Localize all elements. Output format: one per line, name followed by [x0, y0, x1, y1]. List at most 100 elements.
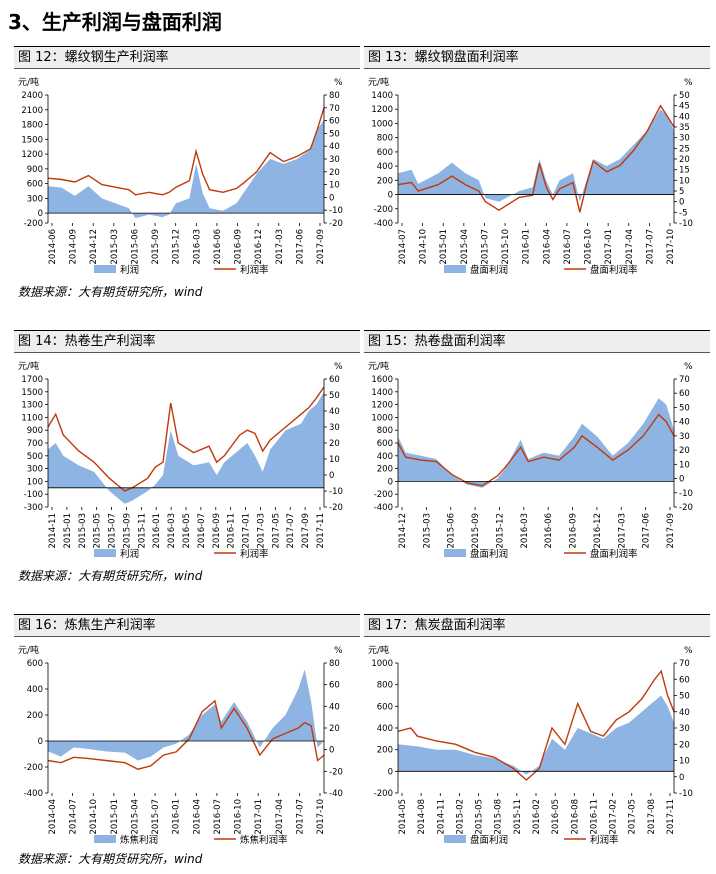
- y-tick-label: 900: [27, 165, 43, 175]
- y2-tick-label: 35: [679, 123, 690, 133]
- chart-panel-fig14: 图 14：热卷生产利润率 元/吨% -300 -100 100 300 500 700 900…: [14, 330, 360, 569]
- x-tick-label: 2014-09: [69, 229, 79, 265]
- y2-tick-label: 0: [329, 471, 334, 481]
- y-tick-label: 1500: [21, 388, 43, 398]
- x-tick-label: 2014-12: [398, 513, 408, 549]
- series-line-1: [47, 699, 325, 770]
- y2-tick-label: 45: [679, 102, 690, 112]
- x-tick-label: 2015-08: [494, 799, 504, 835]
- y2-tick-label: 20: [679, 740, 690, 750]
- x-tick-label: 2016-12: [254, 229, 264, 265]
- y2-tick-label: 70: [679, 659, 690, 669]
- chart-panel-fig16: 图 16：炼焦生产利润率 元/吨% -400 -200 0 200 400 600 -40 -2…: [14, 614, 360, 855]
- y-tick-label: 2400: [21, 91, 43, 101]
- x-tick-label: 2014-11: [436, 799, 446, 835]
- y2-tick-label: 50: [329, 391, 340, 401]
- x-tick-label: 2017-10: [666, 229, 676, 265]
- y-tick-label: 2100: [21, 106, 43, 116]
- x-tick-label: 2015-04: [130, 799, 140, 835]
- y2-tick-label: 50: [679, 692, 690, 702]
- x-tick-label: 2016-07: [197, 513, 207, 549]
- y-tick-label: 1700: [21, 375, 43, 385]
- y2-tick-label: 80: [329, 659, 340, 669]
- x-tick-label: 2015-09: [122, 513, 132, 549]
- x-tick-label: 2017-01: [242, 513, 252, 549]
- series-area-0: [398, 695, 674, 775]
- chart-fig15: 元/吨 %-400-2000200400600800100012001400160…: [368, 360, 693, 560]
- legend-swatch-area: [94, 265, 116, 273]
- y-tick-label: 1100: [21, 413, 43, 423]
- x-tick-label: 2015-04: [460, 229, 470, 265]
- series-line-1: [397, 669, 675, 781]
- y2-tick-label: 30: [679, 432, 690, 442]
- x-tick-label: 2014-10: [419, 229, 429, 265]
- y-tick-label: 600: [27, 659, 43, 669]
- x-tick-label: 2016-09: [569, 513, 579, 549]
- y-axis-unit: 元/吨: [368, 644, 389, 656]
- chart-panel-fig12: 图 12：螺纹钢生产利润率 元/吨% -200 0 300 600 900 1200 1500…: [14, 46, 360, 285]
- x-tick-label: 2016-03: [192, 229, 202, 265]
- x-tick-label: 2017-09: [316, 229, 326, 265]
- x-tick-label: 2017-05: [271, 513, 281, 549]
- y-tick-label: 1200: [21, 150, 43, 160]
- x-tick-label: 2014-06: [48, 229, 58, 265]
- x-tick-label: 2015-05: [475, 799, 485, 835]
- y2-tick-label: 20: [329, 168, 340, 178]
- y-tick-label: 300: [27, 194, 43, 204]
- y-tick-label: -400: [374, 219, 393, 229]
- legend-label: 炼焦利润: [120, 834, 158, 846]
- x-tick-label: 2016-04: [192, 799, 202, 835]
- x-tick-label: 2015-01: [110, 799, 120, 835]
- y-axis-unit: 元/吨: [368, 360, 389, 372]
- chart-fig14: 元/吨 %-300-1001003005007009001100130015001…: [18, 360, 343, 560]
- y2-tick-label: 25: [679, 144, 690, 154]
- chart-title: 图 16：炼焦生产利润率: [14, 614, 360, 637]
- legend-swatch-area: [444, 835, 466, 843]
- y2-tick-label: 70: [329, 104, 340, 114]
- x-tick-label: 2017-03: [275, 229, 285, 265]
- x-tick-label: 2015-03: [110, 229, 120, 265]
- x-tick-label: 2017-04: [625, 229, 635, 265]
- y2-tick-label: -20: [329, 503, 343, 513]
- y2-tick-label: 30: [329, 423, 340, 433]
- y2-tick-label: 60: [329, 117, 340, 127]
- chart-fig13: 元/吨 %-400-2000200400600800100012001400-10…: [368, 76, 693, 276]
- legend-label: 盘面利润: [470, 548, 508, 560]
- x-tick-label: 2017-01: [254, 799, 264, 835]
- y2-tick-label: 60: [679, 675, 690, 685]
- x-tick-label: 2017-09: [301, 513, 311, 549]
- x-tick-label: 2017-03: [256, 513, 266, 549]
- x-tick-label: 2014-07: [398, 229, 408, 265]
- x-tick-label: 2016-02: [532, 799, 542, 835]
- x-tick-label: 2016-12: [593, 513, 603, 549]
- y-axis-unit: 元/吨: [18, 76, 39, 88]
- x-tick-label: 2015-06: [130, 229, 140, 265]
- x-tick-label: 2015-11: [137, 513, 147, 549]
- chart-fig16: 元/吨 %-400-2000200400600-40-20020406080201…: [18, 644, 343, 846]
- y2-tick-label: 70: [679, 375, 690, 385]
- legend-swatch-area: [444, 265, 466, 273]
- legend-label: 利润: [120, 264, 139, 276]
- y2-tick-label: -10: [679, 219, 693, 229]
- legend-label: 利润率: [240, 548, 269, 560]
- x-tick-label: 2015-07: [108, 513, 118, 549]
- x-tick-label: 2015-09: [151, 229, 161, 265]
- y-tick-label: -200: [374, 789, 393, 799]
- x-tick-label: 2016-01: [522, 229, 532, 265]
- y2-tick-label: 0: [679, 773, 684, 783]
- x-tick-label: 2015-12: [172, 229, 182, 265]
- y2-tick-label: 20: [329, 439, 340, 449]
- y-tick-label: 400: [377, 452, 393, 462]
- series-line-1: [47, 107, 325, 196]
- legend-swatch-area: [94, 549, 116, 557]
- y2-tick-label: 40: [679, 112, 690, 122]
- x-tick-label: 2014-12: [89, 229, 99, 265]
- y-tick-label: 800: [377, 134, 393, 144]
- y-tick-label: -400: [374, 503, 393, 513]
- x-tick-label: 2015-12: [495, 513, 505, 549]
- x-tick-label: 2017-01: [604, 229, 614, 265]
- legend-label: 盘面利润: [470, 264, 508, 276]
- y2-tick-label: 50: [679, 91, 690, 101]
- y2-tick-label: 15: [679, 166, 690, 176]
- y2-tick-label: 40: [679, 708, 690, 718]
